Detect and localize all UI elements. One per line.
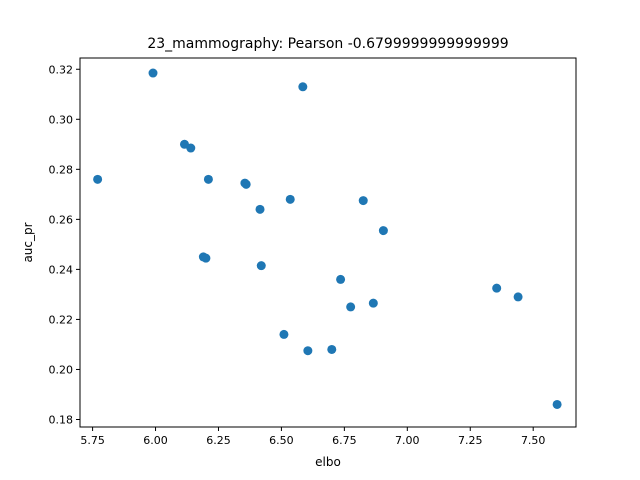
x-axis-label: elbo (315, 455, 341, 469)
data-point (148, 68, 158, 78)
x-tick-label: 6.50 (269, 434, 294, 447)
plot-frame (79, 57, 577, 428)
plot-background (80, 58, 576, 427)
x-tick-label: 7.50 (521, 434, 546, 447)
data-point (256, 261, 266, 271)
data-point (378, 226, 388, 236)
x-tick-label: 6.25 (206, 434, 231, 447)
x-tick-label: 7.00 (395, 434, 420, 447)
data-point (552, 399, 562, 409)
x-axis: 5.75 6.00 6.25 6.50 6.75 7.00 7.25 7.50 (80, 427, 545, 447)
data-point (346, 302, 356, 312)
data-point (201, 253, 211, 263)
data-point (492, 283, 502, 293)
y-tick-label: 0.24 (49, 263, 74, 276)
y-tick-label: 0.30 (49, 113, 74, 126)
data-point (298, 82, 308, 92)
x-tick-label: 6.00 (143, 434, 168, 447)
y-axis-label: auc_pr (21, 222, 35, 262)
data-point (303, 346, 313, 356)
data-point (255, 204, 265, 214)
data-point (358, 196, 368, 206)
x-tick-label: 5.75 (80, 434, 105, 447)
y-tick-label: 0.18 (49, 413, 74, 426)
chart-title: 23_mammography: Pearson -0.6799999999999… (147, 36, 508, 52)
x-tick-label: 6.75 (332, 434, 357, 447)
y-tick-label: 0.32 (49, 63, 74, 76)
data-point (203, 174, 213, 184)
points-layer (93, 68, 562, 409)
data-point (186, 143, 196, 153)
data-point (241, 179, 251, 189)
data-point (285, 194, 295, 204)
y-tick-label: 0.28 (49, 163, 74, 176)
data-point (327, 344, 337, 354)
y-tick-label: 0.22 (49, 313, 74, 326)
data-point (93, 174, 103, 184)
data-point (336, 274, 346, 284)
data-point (279, 329, 289, 339)
y-axis: 0.18 0.20 0.22 0.24 0.26 0.28 0.30 0.32 (49, 63, 80, 426)
data-point (513, 292, 523, 302)
y-tick-label: 0.26 (49, 213, 74, 226)
data-point (368, 298, 378, 308)
y-tick-label: 0.20 (49, 363, 74, 376)
x-tick-label: 7.25 (458, 434, 483, 447)
